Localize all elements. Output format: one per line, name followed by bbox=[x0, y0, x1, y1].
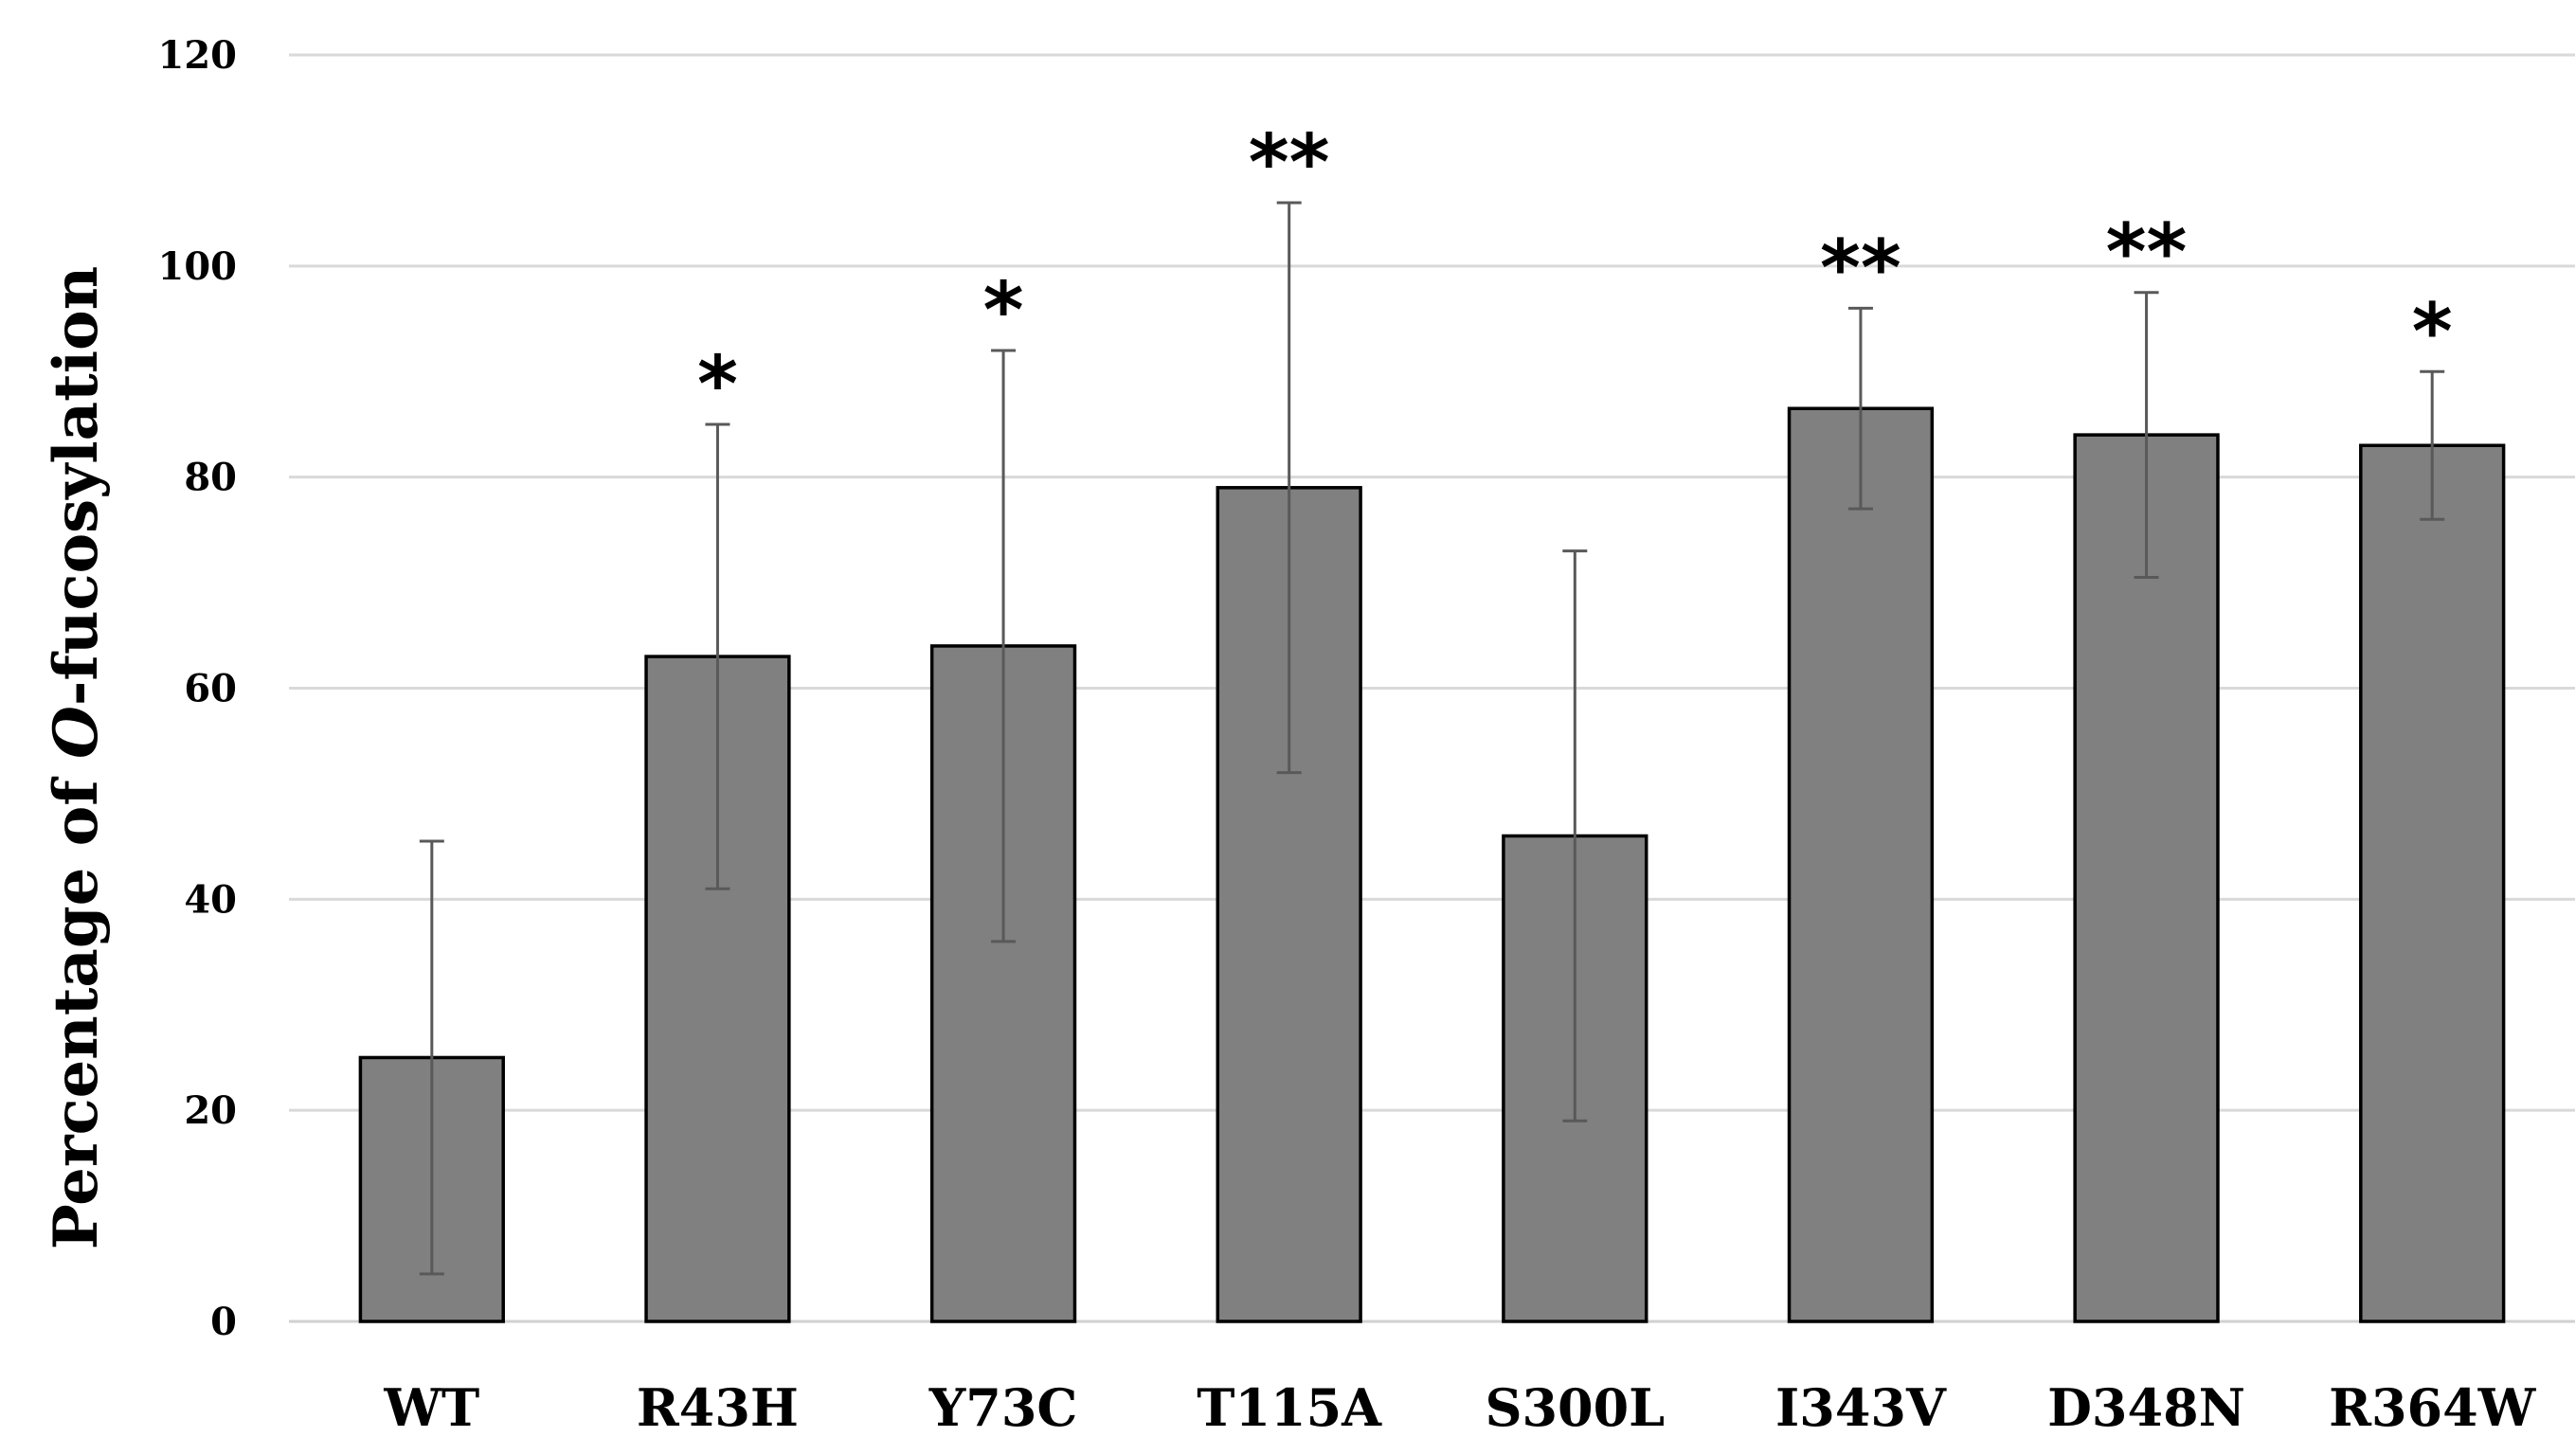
x-label-i343v: I343V bbox=[1775, 1377, 1947, 1438]
error-bar-s300l bbox=[1562, 549, 1588, 1123]
y-axis-title-italic: O bbox=[41, 706, 112, 759]
significance-r364w: * bbox=[2412, 287, 2453, 377]
y-tick-label-40: 40 bbox=[184, 877, 237, 922]
significance-d348n: ** bbox=[2106, 208, 2188, 298]
x-label-s300l: S300L bbox=[1485, 1377, 1665, 1438]
significance-y73c: * bbox=[983, 266, 1024, 356]
x-label-wt: WT bbox=[383, 1377, 479, 1438]
bars bbox=[358, 406, 2506, 1323]
significance-markers: ****** *** bbox=[697, 118, 2453, 430]
x-label-r364w: R364W bbox=[2329, 1377, 2537, 1438]
y-tick-label-60: 60 bbox=[184, 667, 237, 711]
significance-r43h: * bbox=[697, 340, 738, 430]
bar-d348n bbox=[2073, 433, 2220, 1323]
y-tick-label-100: 100 bbox=[158, 244, 238, 289]
x-label-t115a: T115A bbox=[1197, 1377, 1382, 1438]
y-axis-title-prefix: Percentage of bbox=[41, 759, 112, 1249]
y-tick-label-0: 0 bbox=[210, 1300, 237, 1344]
y-axis-title: Percentage of O-fucosylation bbox=[41, 266, 112, 1249]
significance-t115a: ** bbox=[1249, 118, 1330, 208]
error-bar-y73c bbox=[991, 349, 1017, 943]
error-bar-i343v bbox=[1847, 306, 1873, 511]
x-axis-category-labels: WT R43H Y73C T115A S300L I343V D348N R364W bbox=[383, 1377, 2536, 1438]
y-axis-title-suffix: -fucosylation bbox=[41, 266, 112, 706]
y-tick-label-80: 80 bbox=[184, 456, 237, 500]
x-label-r43h: R43H bbox=[637, 1377, 799, 1438]
bar-i343v bbox=[1787, 406, 1935, 1323]
y-tick-label-120: 120 bbox=[158, 33, 238, 78]
bar-r364w bbox=[2359, 443, 2506, 1323]
error-bar-r364w bbox=[2420, 369, 2445, 521]
grid-lines bbox=[289, 53, 2575, 1323]
error-bar-r43h bbox=[705, 422, 730, 890]
error-bars bbox=[419, 201, 2445, 1276]
x-label-d348n: D348N bbox=[2047, 1377, 2245, 1438]
significance-i343v: ** bbox=[1820, 224, 1901, 314]
error-bar-wt bbox=[419, 839, 444, 1276]
error-bar-t115a bbox=[1276, 201, 1302, 775]
x-label-y73c: Y73C bbox=[928, 1377, 1078, 1438]
y-axis-tick-labels: 0 20 40 60 80 100 120 bbox=[158, 33, 238, 1344]
y-tick-label-20: 20 bbox=[184, 1088, 237, 1133]
error-bar-d348n bbox=[2134, 291, 2159, 580]
